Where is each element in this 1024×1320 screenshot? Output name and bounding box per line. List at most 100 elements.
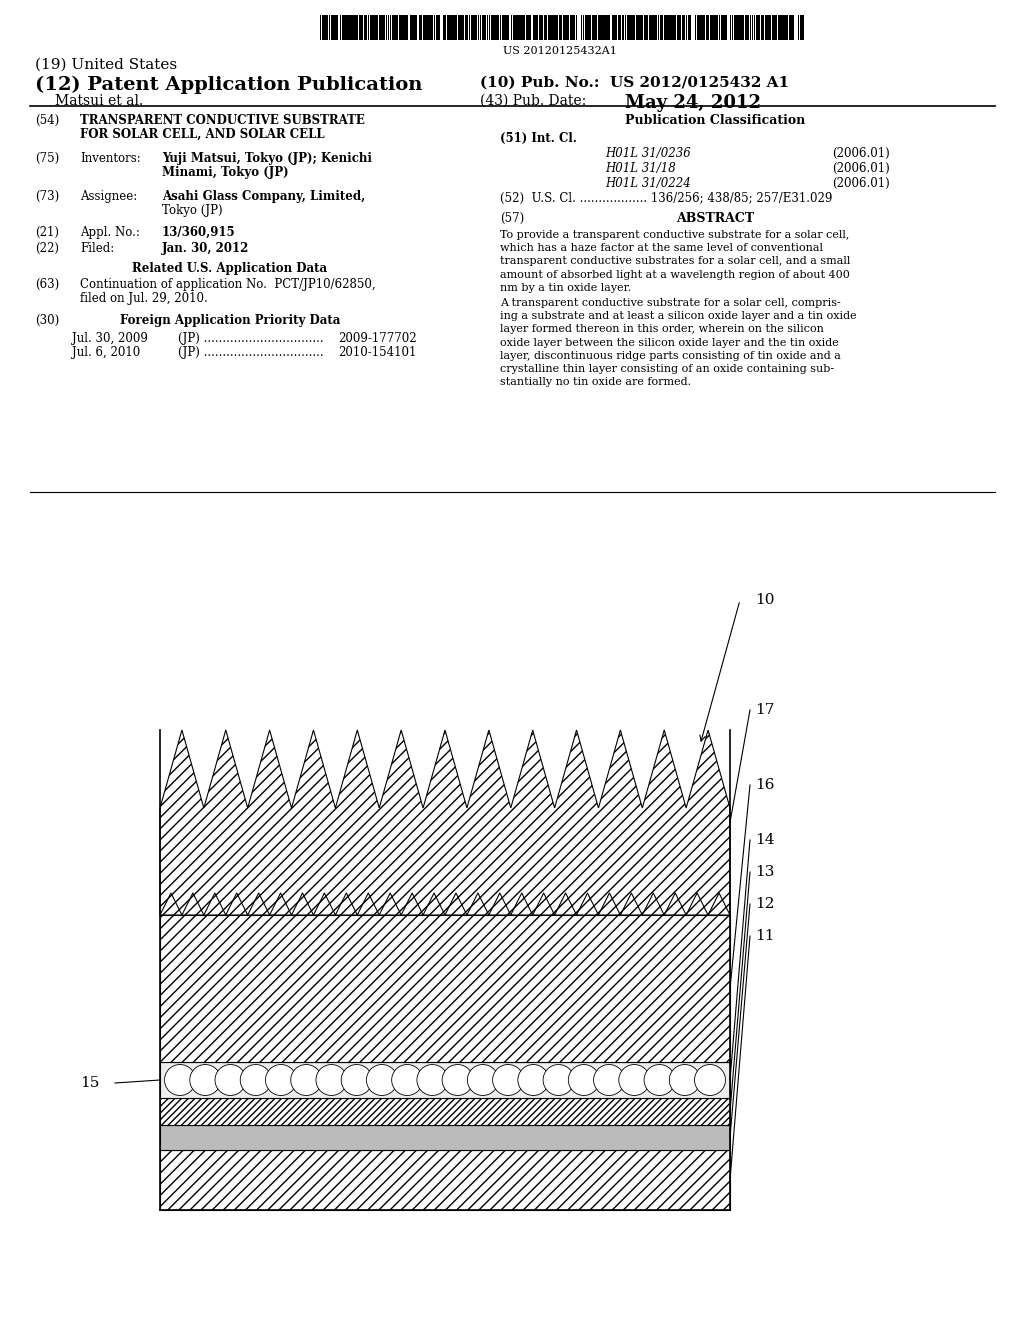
Bar <box>544 15 548 40</box>
Text: 15: 15 <box>80 1076 99 1090</box>
Bar <box>377 15 379 40</box>
Text: 14: 14 <box>755 833 774 847</box>
Bar <box>458 15 462 40</box>
Bar <box>792 15 793 40</box>
Bar <box>561 15 562 40</box>
Bar <box>665 15 667 40</box>
Text: filed on Jul. 29, 2010.: filed on Jul. 29, 2010. <box>80 292 208 305</box>
Text: FOR SOLAR CELL, AND SOLAR CELL: FOR SOLAR CELL, AND SOLAR CELL <box>80 128 325 141</box>
Bar <box>565 15 567 40</box>
Circle shape <box>670 1064 700 1096</box>
Bar <box>782 15 784 40</box>
Circle shape <box>644 1064 675 1096</box>
Bar <box>570 15 572 40</box>
Bar <box>355 15 357 40</box>
Bar <box>381 15 384 40</box>
Bar <box>384 15 385 40</box>
Text: (30): (30) <box>35 314 59 327</box>
Bar <box>710 15 714 40</box>
Bar <box>669 15 673 40</box>
Bar <box>684 15 685 40</box>
Text: H01L 31/0224: H01L 31/0224 <box>605 177 691 190</box>
Bar <box>160 1125 730 1150</box>
Bar <box>419 15 423 40</box>
Bar <box>373 15 377 40</box>
Bar <box>532 15 535 40</box>
Bar <box>353 15 356 40</box>
Bar <box>463 15 464 40</box>
Bar <box>521 15 525 40</box>
Text: ABSTRACT: ABSTRACT <box>676 213 754 224</box>
Bar <box>784 15 788 40</box>
Bar <box>550 15 554 40</box>
Circle shape <box>316 1064 347 1096</box>
Bar <box>442 15 445 40</box>
Bar <box>778 15 782 40</box>
Bar <box>473 15 477 40</box>
Text: 17: 17 <box>755 704 774 717</box>
Circle shape <box>442 1064 473 1096</box>
Text: Continuation of application No.  PCT/JP10/62850,: Continuation of application No. PCT/JP10… <box>80 279 376 290</box>
Bar <box>713 15 715 40</box>
Bar <box>730 15 731 40</box>
Text: Matsui et al.: Matsui et al. <box>55 94 143 108</box>
Bar <box>607 15 609 40</box>
Bar <box>671 15 675 40</box>
Text: (2006.01): (2006.01) <box>831 147 890 160</box>
Bar <box>688 15 689 40</box>
Bar <box>636 15 639 40</box>
Circle shape <box>594 1064 625 1096</box>
Bar <box>644 15 648 40</box>
Bar <box>401 15 404 40</box>
Polygon shape <box>160 730 730 915</box>
Bar <box>673 15 675 40</box>
Bar <box>371 15 374 40</box>
Bar <box>350 15 353 40</box>
Text: Asahi Glass Company, Limited,: Asahi Glass Company, Limited, <box>162 190 366 203</box>
Bar <box>434 15 435 40</box>
Circle shape <box>367 1064 397 1096</box>
Text: 10: 10 <box>755 593 774 607</box>
Bar <box>325 15 327 40</box>
Bar <box>342 15 344 40</box>
Bar <box>657 15 658 40</box>
Text: 13: 13 <box>755 865 774 879</box>
Bar <box>786 15 788 40</box>
Circle shape <box>341 1064 372 1096</box>
Text: (51) Int. Cl.: (51) Int. Cl. <box>500 132 577 145</box>
Bar <box>399 15 402 40</box>
Bar <box>517 15 519 40</box>
Text: Publication Classification: Publication Classification <box>625 114 805 127</box>
Bar <box>482 15 484 40</box>
Bar <box>594 15 596 40</box>
Bar <box>734 15 735 40</box>
Bar <box>613 15 617 40</box>
Bar <box>780 15 781 40</box>
Bar <box>323 15 326 40</box>
Circle shape <box>518 1064 549 1096</box>
Bar <box>572 15 574 40</box>
Bar <box>559 15 561 40</box>
Bar <box>774 15 777 40</box>
Bar <box>743 15 744 40</box>
Bar <box>524 15 525 40</box>
Circle shape <box>265 1064 296 1096</box>
Text: Filed:: Filed: <box>80 242 115 255</box>
Text: Jan. 30, 2012: Jan. 30, 2012 <box>162 242 250 255</box>
Bar <box>703 15 705 40</box>
Text: (43) Pub. Date:: (43) Pub. Date: <box>480 94 587 108</box>
Bar <box>759 15 760 40</box>
Bar <box>335 15 338 40</box>
Bar <box>763 15 764 40</box>
Text: H01L 31/18: H01L 31/18 <box>605 162 676 174</box>
Bar <box>682 15 685 40</box>
Bar <box>699 15 701 40</box>
Bar <box>769 15 771 40</box>
Bar <box>723 15 725 40</box>
Bar <box>331 15 335 40</box>
Text: (12) Patent Application Publication: (12) Patent Application Publication <box>35 77 422 94</box>
Text: (21): (21) <box>35 226 59 239</box>
Bar <box>675 15 677 40</box>
Text: Tokyo (JP): Tokyo (JP) <box>162 205 222 216</box>
Bar <box>623 15 624 40</box>
